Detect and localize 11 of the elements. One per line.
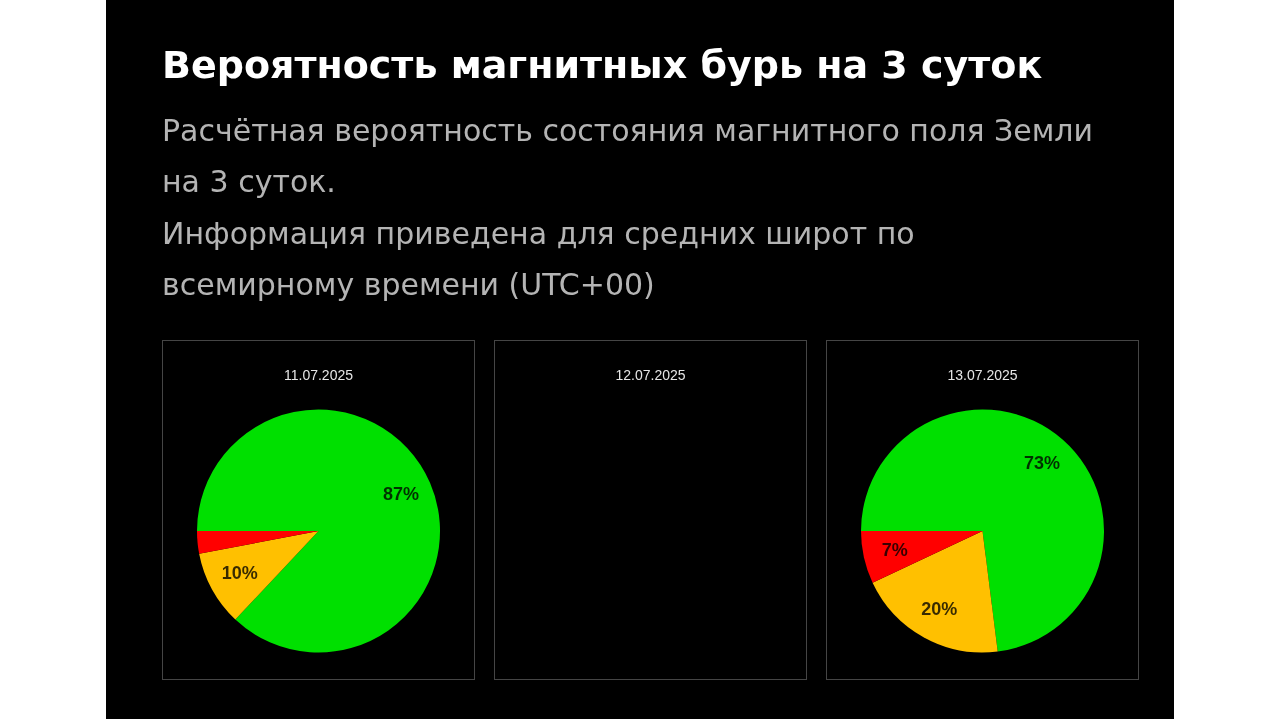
text: Вероятность магнитных бурь на 3 суток	[162, 42, 1044, 89]
data-label: 73%	[1023, 452, 1060, 473]
text: 12.07.2025	[614, 367, 687, 383]
data-label: 87%	[383, 484, 420, 505]
data-label: 20%	[921, 598, 958, 619]
data-label: 10%	[221, 563, 258, 584]
text: Информация приведена для средних широт по всемирному времени (UTC+00)	[162, 215, 916, 304]
chart-title: 13.07.2025	[946, 367, 1019, 383]
data-label: 7%	[881, 539, 908, 560]
chart-title: 11.07.2025	[283, 367, 354, 383]
text: Расчётная вероятность состояния магнитного поля Земли на 3 суток.	[162, 112, 1095, 201]
